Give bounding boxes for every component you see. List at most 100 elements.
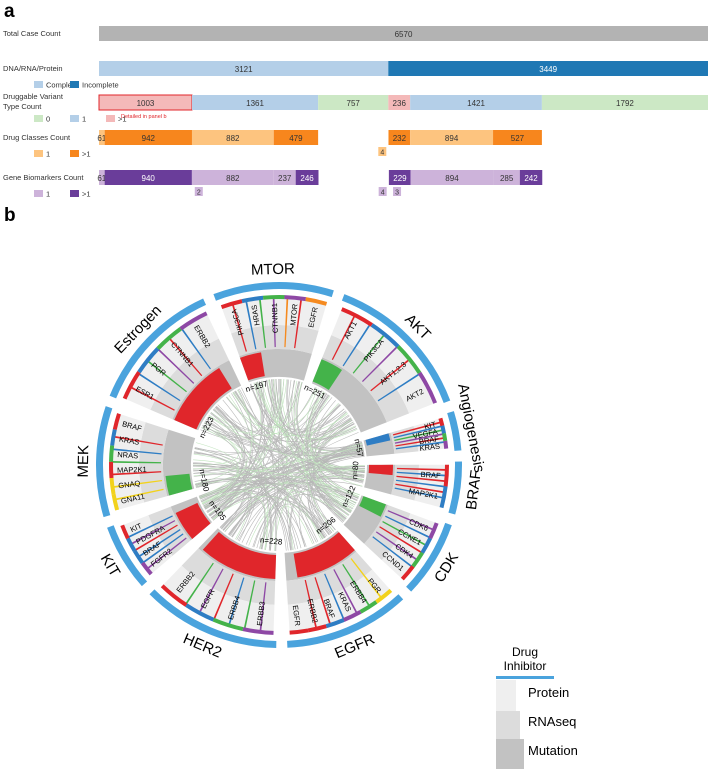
chord-link [204, 409, 245, 509]
gene-color-block [411, 551, 424, 568]
sector-name-label: MEK [75, 445, 93, 478]
chord-link [195, 442, 239, 498]
chord-link [204, 421, 364, 453]
variant-stripe [331, 314, 356, 361]
variant-stripe [375, 531, 418, 561]
chord-link [194, 478, 291, 551]
gene-color-block [359, 600, 378, 614]
segment-value-label: 1421 [467, 99, 485, 108]
variant-stripe [382, 520, 427, 547]
mutation-fill [175, 502, 211, 539]
variant-stripe [352, 333, 386, 374]
callout-label: 3 [395, 190, 399, 197]
bar-segment [388, 130, 411, 145]
callout-box [393, 187, 402, 196]
segment-value-label: 3121 [235, 65, 253, 74]
variant-stripe [394, 487, 444, 499]
segment-value-label: 61 [97, 134, 106, 143]
segment-value-label: 246 [300, 174, 314, 183]
sector-n-label: n=180 [197, 468, 210, 492]
bar-segment [388, 61, 708, 76]
bar-segment [493, 130, 542, 145]
chord-link [193, 462, 328, 537]
variant-stripe [372, 536, 413, 568]
outer-arc [149, 589, 277, 648]
gene-label: KIT [129, 521, 144, 534]
variant-stripe [396, 467, 447, 471]
mutation-fill [312, 359, 342, 390]
chord-link [202, 379, 285, 439]
variant-stripe [142, 533, 184, 564]
variant-stripe [231, 303, 247, 352]
chord-link [193, 474, 351, 514]
gene-color-block [179, 311, 208, 331]
bar-segment [295, 170, 319, 185]
panel-a-label: a [4, 1, 15, 22]
chord-link [201, 419, 353, 503]
bar-segment [410, 130, 494, 145]
segment-value-label: 232 [393, 134, 407, 143]
sector-name-label: KIT [97, 551, 124, 580]
sector-n-label: n=228 [260, 535, 284, 546]
sector-name-label: MTOR [251, 260, 296, 278]
gene-color-block [137, 347, 160, 374]
segment-value-label: 229 [393, 174, 407, 183]
gene-label: MTOR [288, 303, 299, 326]
row-1: Total Case Count 6570 [3, 26, 708, 41]
gene-color-block [120, 524, 130, 540]
row-label: Type Count [3, 102, 42, 111]
gene-color-block [325, 618, 345, 629]
bar-segment [388, 170, 390, 185]
chord-link [195, 480, 347, 520]
row-4: Drug Classes Count 61 942 882 479 232 894 527 4 1… [3, 130, 542, 159]
gene-color-block [307, 624, 327, 633]
mutation-fill [240, 352, 265, 381]
chord-link [194, 448, 317, 543]
variant-stripe [385, 515, 431, 539]
gene-label: ERBB3 [255, 601, 267, 627]
gene-color-block [109, 461, 114, 479]
variant-stripe [394, 433, 445, 444]
chord-link [211, 393, 252, 520]
variant-stripe [393, 425, 443, 439]
chord-link [210, 495, 325, 539]
row-5: Gene Biomarkers Count 61 940 882 237 246 229 89… [3, 170, 543, 199]
gene-color-block [396, 345, 422, 374]
gene-color-block [343, 610, 362, 622]
bar-segment [388, 130, 389, 145]
segment-value-label: 894 [445, 174, 459, 183]
row-label: Drug Classes Count [3, 133, 71, 142]
gene-color-block [428, 522, 439, 540]
gene-color-block [160, 584, 188, 607]
variant-stripe [394, 429, 444, 441]
sector-name-label: BRAF [463, 469, 485, 511]
bar-segment [389, 170, 411, 185]
variant-stripe [395, 436, 445, 447]
segment-value-label: 882 [226, 134, 240, 143]
segment-value-label: 236 [393, 99, 407, 108]
chord-link [232, 403, 340, 538]
gene-color-block [442, 432, 448, 442]
chord-link [209, 379, 277, 516]
gene-label: EGFR [291, 605, 302, 627]
variant-stripe [387, 510, 435, 531]
gene-label: KIT [423, 420, 437, 432]
bar-segment [273, 130, 319, 145]
variant-stripe [396, 475, 447, 483]
variant-stripe [395, 483, 445, 494]
legend-swatch-rnaseq [496, 711, 520, 739]
chord-link [201, 379, 273, 503]
chord-link [210, 412, 271, 551]
legend-label-protein: Protein [528, 685, 569, 700]
chord-link [265, 456, 365, 550]
chord-link [193, 451, 246, 531]
callout-box [378, 147, 387, 156]
mutation-fill [202, 531, 277, 579]
gene-color-block [289, 628, 309, 635]
chord-link [209, 494, 251, 537]
